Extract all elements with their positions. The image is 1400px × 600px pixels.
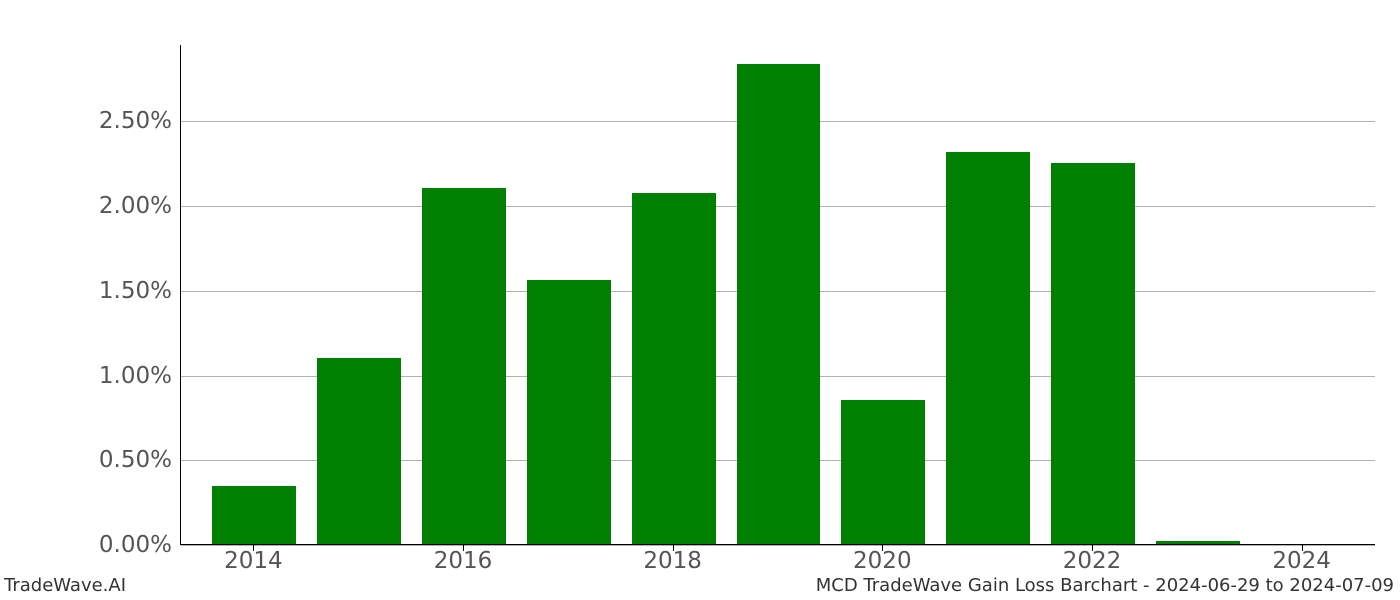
ytick-label: 0.00% <box>99 532 172 558</box>
ytick-label: 1.50% <box>99 278 172 304</box>
xtick-label: 2022 <box>1063 548 1122 574</box>
bar <box>946 152 1030 544</box>
xtick-label: 2014 <box>224 548 283 574</box>
ytick-label: 2.50% <box>99 108 172 134</box>
bar <box>737 64 821 544</box>
bar <box>317 358 401 544</box>
footer-left-brand: TradeWave.AI <box>4 575 126 596</box>
bar <box>841 400 925 544</box>
xtick-label: 2016 <box>434 548 493 574</box>
chart-container: TradeWave.AI MCD TradeWave Gain Loss Bar… <box>0 0 1400 600</box>
xtick-label: 2020 <box>853 548 912 574</box>
bar <box>212 486 296 544</box>
ytick-label: 0.50% <box>99 447 172 473</box>
bar <box>1051 163 1135 544</box>
xtick-label: 2018 <box>643 548 702 574</box>
bar <box>422 188 506 544</box>
bar <box>527 280 611 544</box>
xtick-label: 2024 <box>1272 548 1331 574</box>
ytick-label: 1.00% <box>99 363 172 389</box>
ytick-label: 2.00% <box>99 193 172 219</box>
gridline <box>181 545 1375 546</box>
plot-area <box>180 45 1375 545</box>
footer-right-caption: MCD TradeWave Gain Loss Barchart - 2024-… <box>816 575 1394 596</box>
bar <box>632 193 716 544</box>
bar <box>1156 541 1240 544</box>
